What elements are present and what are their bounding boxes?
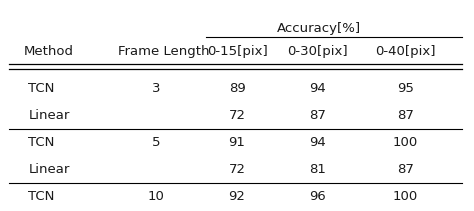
Text: TCN: TCN <box>28 190 55 203</box>
Text: 91: 91 <box>228 136 246 149</box>
Text: 100: 100 <box>392 136 418 149</box>
Text: 96: 96 <box>309 190 326 203</box>
Text: 0-15[pix]: 0-15[pix] <box>207 45 267 58</box>
Text: 95: 95 <box>397 82 414 95</box>
Text: 72: 72 <box>228 163 246 176</box>
Text: 0-40[pix]: 0-40[pix] <box>375 45 436 58</box>
Text: 3: 3 <box>152 82 161 95</box>
Text: Linear: Linear <box>28 163 70 176</box>
Text: 0-30[pix]: 0-30[pix] <box>287 45 348 58</box>
Text: 87: 87 <box>397 163 414 176</box>
Text: 87: 87 <box>397 109 414 122</box>
Text: 94: 94 <box>309 136 326 149</box>
Text: 5: 5 <box>152 136 161 149</box>
Text: TCN: TCN <box>28 136 55 149</box>
Text: Accuracy[%]: Accuracy[%] <box>276 22 361 35</box>
Text: Method: Method <box>24 45 73 58</box>
Text: 72: 72 <box>228 109 246 122</box>
Text: 94: 94 <box>309 82 326 95</box>
Text: Frame Length: Frame Length <box>118 45 210 58</box>
Text: Linear: Linear <box>28 109 70 122</box>
Text: 100: 100 <box>392 190 418 203</box>
Text: 92: 92 <box>228 190 246 203</box>
Text: 87: 87 <box>309 109 326 122</box>
Text: 10: 10 <box>148 190 165 203</box>
Text: TCN: TCN <box>28 82 55 95</box>
Text: 89: 89 <box>228 82 246 95</box>
Text: 81: 81 <box>309 163 326 176</box>
